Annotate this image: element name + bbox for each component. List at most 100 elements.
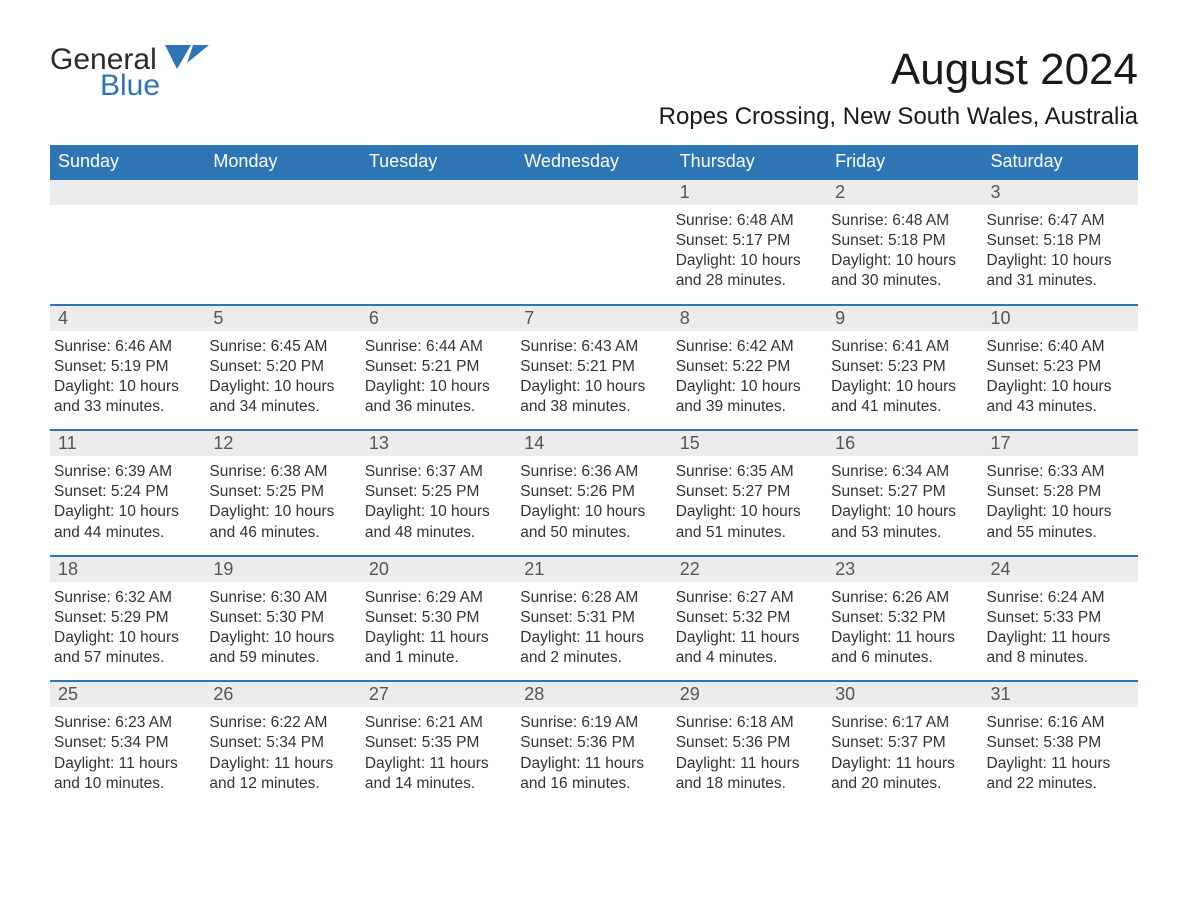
daylight-text: Daylight: 10 hours and 46 minutes. [209,502,352,542]
day-number [50,180,205,205]
day-cell: 14Sunrise: 6:36 AMSunset: 5:26 PMDayligh… [516,431,671,555]
day-body: Sunrise: 6:18 AMSunset: 5:36 PMDaylight:… [672,707,827,794]
daylight-text: Daylight: 11 hours and 2 minutes. [520,628,663,668]
day-cell: 11Sunrise: 6:39 AMSunset: 5:24 PMDayligh… [50,431,205,555]
daylight-text: Daylight: 11 hours and 20 minutes. [831,754,974,794]
week-row: 1Sunrise: 6:48 AMSunset: 5:17 PMDaylight… [50,178,1138,304]
sunrise-text: Sunrise: 6:33 AM [987,462,1130,482]
sunrise-text: Sunrise: 6:48 AM [831,211,974,231]
daylight-text: Daylight: 10 hours and 41 minutes. [831,377,974,417]
daylight-text: Daylight: 10 hours and 28 minutes. [676,251,819,291]
week-row: 25 Sunrise: 6:23 AMSunset: 5:34 PM Dayligh… [50,680,1138,806]
day-cell: 23Sunrise: 6:26 AMSunset: 5:32 PMDayligh… [827,557,982,681]
sunrise-text: Sunrise: 6:41 AM [831,337,974,357]
daylight-text: Daylight: 11 hours and 4 minutes. [676,628,819,668]
day-cell: 13Sunrise: 6:37 AMSunset: 5:25 PMDayligh… [361,431,516,555]
day-cell: 16Sunrise: 6:34 AMSunset: 5:27 PMDayligh… [827,431,982,555]
sunset-text: Sunset: 5:18 PM [987,231,1130,251]
sunset-text: Sunset: 5:31 PM [520,608,663,628]
day-body: Sunrise: 6:34 AMSunset: 5:27 PMDaylight:… [827,456,982,543]
sunrise-text: Sunrise: 6:43 AM [520,337,663,357]
daylight-text: Daylight: 11 hours and 18 minutes. [676,754,819,794]
day-body: Sunrise: 6:29 AMSunset: 5:30 PMDaylight:… [361,582,516,669]
sunrise-text: Sunrise: 6:18 AM [676,713,819,733]
sunrise-text: Sunrise: 6:28 AM [520,588,663,608]
day-number: 13 [361,431,516,456]
day-number: 9 [827,306,982,331]
sunrise-text: Sunrise: 6:39 AM [54,462,197,482]
daylight-text: Daylight: 11 hours and 22 minutes. [987,754,1130,794]
day-body: Sunrise: 6:21 AMSunset: 5:35 PMDaylight:… [361,707,516,794]
sunrise-text: Sunrise: 6:23 AM [54,713,197,733]
logo: General Blue [50,45,209,103]
sunset-text: Sunset: 5:21 PM [520,357,663,377]
sunrise-text: Sunrise: 6:47 AM [987,211,1130,231]
daylight-text: Daylight: 11 hours and 6 minutes. [831,628,974,668]
day-number: 15 [672,431,827,456]
sunset-text: Sunset: 5:35 PM [365,733,508,753]
day-cell: 8Sunrise: 6:42 AMSunset: 5:22 PMDaylight… [672,306,827,430]
day-body: Sunrise: 6:22 AMSunset: 5:34 PMDaylight:… [205,707,360,794]
header: General Blue August 2024 Ropes Crossing,… [50,45,1138,131]
daylight-text: Daylight: 11 hours and 1 minute. [365,628,508,668]
sunset-text: Sunset: 5:29 PM [54,608,197,628]
day-cell: 30Sunrise: 6:17 AMSunset: 5:37 PMDayligh… [827,682,982,806]
day-body: Sunrise: 6:35 AMSunset: 5:27 PMDaylight:… [672,456,827,543]
day-number: 23 [827,557,982,582]
day-number: 26 [205,682,360,707]
sunset-text: Sunset: 5:32 PM [676,608,819,628]
daylight-text: Daylight: 10 hours and 33 minutes. [54,377,197,417]
sunset-text: Sunset: 5:34 PM [54,733,197,753]
sunset-text: Sunset: 5:21 PM [365,357,508,377]
day-body: Sunrise: 6:44 AMSunset: 5:21 PMDaylight:… [361,331,516,418]
daylight-text: Daylight: 11 hours and 8 minutes. [987,628,1130,668]
daylight-text: Daylight: 10 hours and 57 minutes. [54,628,197,668]
day-number: 30 [827,682,982,707]
day-number: 25 [50,682,205,707]
weekday-thursday: Thursday [672,145,827,178]
day-number: 8 [672,306,827,331]
day-number: 20 [361,557,516,582]
sunset-text: Sunset: 5:33 PM [987,608,1130,628]
day-number: 14 [516,431,671,456]
sunrise-text: Sunrise: 6:40 AM [987,337,1130,357]
day-body: Sunrise: 6:42 AMSunset: 5:22 PMDaylight:… [672,331,827,418]
daylight-text: Daylight: 11 hours and 16 minutes. [520,754,663,794]
day-cell [516,180,671,304]
daylight-text: Daylight: 10 hours and 36 minutes. [365,377,508,417]
sunrise-text: Sunrise: 6:26 AM [831,588,974,608]
sunrise-text: Sunrise: 6:38 AM [209,462,352,482]
day-cell: 6Sunrise: 6:44 AMSunset: 5:21 PMDaylight… [361,306,516,430]
day-cell: 3Sunrise: 6:47 AMSunset: 5:18 PMDaylight… [983,180,1138,304]
location: Ropes Crossing, New South Wales, Austral… [659,103,1138,131]
day-number: 24 [983,557,1138,582]
day-number: 7 [516,306,671,331]
day-body: Sunrise: 6:43 AMSunset: 5:21 PMDaylight:… [516,331,671,418]
day-number: 6 [361,306,516,331]
day-cell: 25Sunrise: 6:23 AMSunset: 5:34 PMDayligh… [50,682,205,806]
sunset-text: Sunset: 5:17 PM [676,231,819,251]
daylight-text: Daylight: 10 hours and 31 minutes. [987,251,1130,291]
day-number: 4 [50,306,205,331]
day-number: 29 [672,682,827,707]
title-block: August 2024 Ropes Crossing, New South Wa… [659,45,1138,131]
day-cell: 27Sunrise: 6:21 AMSunset: 5:35 PMDayligh… [361,682,516,806]
day-number: 16 [827,431,982,456]
daylight-text: Daylight: 10 hours and 48 minutes. [365,502,508,542]
week-row: 18Sunrise: 6:32 AMSunset: 5:29 PMDayligh… [50,555,1138,681]
day-body: Sunrise: 6:36 AMSunset: 5:26 PMDaylight:… [516,456,671,543]
weekday-friday: Friday [827,145,982,178]
sunset-text: Sunset: 5:19 PM [54,357,197,377]
day-number: 17 [983,431,1138,456]
day-body: Sunrise: 6:48 AMSunset: 5:17 PMDaylight:… [672,205,827,292]
daylight-text: Daylight: 10 hours and 34 minutes. [209,377,352,417]
sunrise-text: Sunrise: 6:30 AM [209,588,352,608]
sunrise-text: Sunrise: 6:34 AM [831,462,974,482]
day-cell: 5Sunrise: 6:45 AMSunset: 5:20 PMDaylight… [205,306,360,430]
sunset-text: Sunset: 5:30 PM [209,608,352,628]
week-row: 4Sunrise: 6:46 AMSunset: 5:19 PMDaylight… [50,304,1138,430]
month-title: August 2024 [659,45,1138,95]
day-cell: 4Sunrise: 6:46 AMSunset: 5:19 PMDaylight… [50,306,205,430]
sunset-text: Sunset: 5:25 PM [365,482,508,502]
daylight-text: Daylight: 10 hours and 51 minutes. [676,502,819,542]
